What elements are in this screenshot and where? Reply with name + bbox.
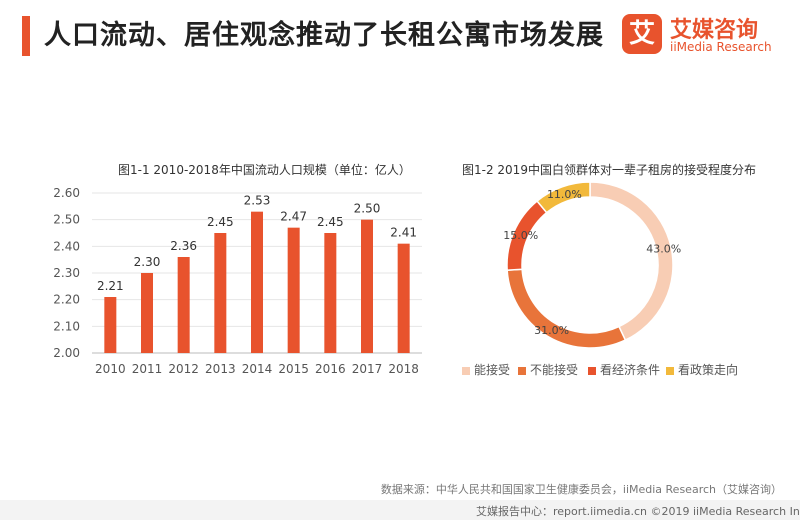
- bar: [287, 227, 300, 353]
- legend-swatch: [462, 366, 470, 375]
- legend-label: 看政策走向: [678, 363, 739, 377]
- x-tick-label: 2013: [205, 362, 236, 376]
- legend-label: 不能接受: [530, 363, 579, 377]
- legend-swatch: [518, 366, 526, 375]
- x-tick-label: 2018: [388, 362, 419, 376]
- bar: [397, 243, 410, 353]
- page-title: 人口流动、居住观念推动了长租公寓市场发展: [44, 20, 604, 51]
- x-tick-label: 2012: [168, 362, 199, 376]
- bar-value-label: 2.45: [317, 215, 344, 229]
- y-tick-label: 2.00: [53, 346, 80, 360]
- bar: [177, 257, 190, 353]
- bar: [361, 219, 373, 353]
- legend-item-1: 不能接受: [518, 361, 578, 378]
- pie-slice: [589, 181, 674, 342]
- logo-name-en: iiMedia Research: [670, 40, 772, 54]
- bar-value-label: 2.41: [390, 226, 417, 240]
- logo: 艾 艾媒咨询 iiMedia Research: [622, 10, 782, 62]
- y-tick-label: 2.30: [53, 266, 80, 280]
- bar-value-label: 2.50: [354, 202, 381, 216]
- y-tick-label: 2.60: [53, 186, 80, 200]
- x-tick-label: 2015: [278, 362, 309, 376]
- pie-value-label: 15.0%: [503, 229, 538, 242]
- bar: [141, 273, 153, 353]
- bar-value-label: 2.30: [134, 255, 161, 269]
- legend-label: 能接受: [474, 363, 511, 377]
- y-tick-label: 2.50: [53, 213, 80, 227]
- pie-value-label: 11.0%: [547, 188, 582, 201]
- x-tick-label: 2017: [352, 362, 383, 376]
- bar: [214, 233, 227, 353]
- pie-chart-title: 图1-2 2019中国白领群体对一辈子租房的接受程度分布: [462, 163, 756, 177]
- pie-value-label: 43.0%: [646, 243, 681, 256]
- y-tick-label: 2.10: [53, 319, 80, 333]
- bar-value-label: 2.45: [207, 215, 234, 229]
- legend-item-2: 看经济条件: [588, 361, 660, 378]
- logo-icon: 艾: [622, 14, 662, 54]
- footer-text: 艾媒报告中心：report.iimedia.cn ©2019 iiMedia R…: [476, 505, 800, 518]
- x-tick-label: 2016: [315, 362, 346, 376]
- legend-item-0: 能接受: [462, 361, 510, 378]
- bar-value-label: 2.21: [97, 279, 124, 293]
- bar: [104, 297, 117, 353]
- x-tick-label: 2011: [132, 362, 163, 376]
- x-tick-label: 2014: [242, 362, 273, 376]
- bar: [324, 233, 337, 353]
- bar-value-label: 2.47: [280, 210, 307, 224]
- footer-bar: [0, 500, 800, 520]
- legend-swatch: [588, 366, 596, 375]
- bar: [251, 211, 263, 353]
- x-tick-label: 2010: [95, 362, 126, 376]
- legend-label: 看经济条件: [600, 363, 661, 377]
- bar-value-label: 2.36: [170, 239, 197, 253]
- pie-slice: [536, 181, 591, 214]
- logo-name-cn: 艾媒咨询: [670, 18, 759, 43]
- y-tick-label: 2.20: [53, 293, 80, 307]
- title-accent-bar: [22, 16, 30, 56]
- y-tick-label: 2.40: [53, 239, 80, 253]
- pie-value-label: 31.0%: [534, 324, 569, 337]
- bar-chart-title: 图1-1 2010-2018年中国流动人口规模（单位：亿人）: [118, 163, 411, 177]
- data-source: 数据来源：中华人民共和国国家卫生健康委员会，iiMedia Research（艾…: [380, 483, 782, 496]
- bar-value-label: 2.53: [244, 194, 271, 208]
- charts-canvas: 2.00 2.10 2.20 2.30 2.40 2.50 2.60 2.21 2010 2.30…: [53, 181, 681, 376]
- legend-swatch: [666, 366, 674, 375]
- legend-item-3: 看政策走向: [666, 361, 738, 378]
